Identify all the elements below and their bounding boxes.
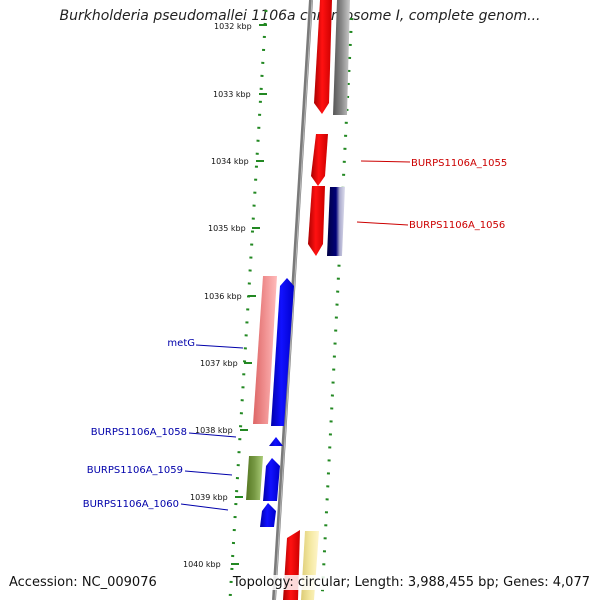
tick-label: 1033 kbp xyxy=(213,90,251,99)
tick-1034: 1034 kbp xyxy=(211,157,264,166)
gene-feature-gray[interactable] xyxy=(333,0,350,115)
gene-label-1060[interactable]: BURPS1106A_1060 xyxy=(83,499,179,510)
gene-feature-blue-1059[interactable] xyxy=(263,458,280,501)
gene-label-metG[interactable]: metG xyxy=(167,338,195,349)
tick-1035: 1035 kbp xyxy=(208,224,260,233)
tick-1036: 1036 kbp xyxy=(204,292,256,301)
tick-label: 1039 kbp xyxy=(190,493,228,502)
gene-feature-blue-1060[interactable] xyxy=(260,503,276,527)
gene-label-1059[interactable]: BURPS1106A_1059 xyxy=(87,465,183,476)
tick-label: 1038 kbp xyxy=(195,426,233,435)
tick-label: 1035 kbp xyxy=(208,224,246,233)
gene-feature-pink[interactable] xyxy=(253,276,277,424)
tick-1038: 1038 kbp xyxy=(195,426,248,435)
accession-text: Accession: NC_009076 xyxy=(9,575,157,590)
scale: 1032 kbp 1033 kbp 1034 kbp 1035 kbp 1036… xyxy=(183,22,267,569)
gene-feature-navy[interactable] xyxy=(327,187,345,256)
label-leaders xyxy=(180,160,411,511)
tick-label: 1037 kbp xyxy=(200,359,238,368)
tick-1032: 1032 kbp xyxy=(214,22,267,31)
gene-labels: BURPS1106A_1055 BURPS1106A_1056 metG BUR… xyxy=(83,158,508,510)
tick-1040: 1040 kbp xyxy=(183,560,239,569)
reverse-features xyxy=(246,276,294,527)
tick-label: 1032 kbp xyxy=(214,22,252,31)
ring-dots xyxy=(228,9,354,600)
tick-1039: 1039 kbp xyxy=(190,493,243,502)
gene-feature-red[interactable] xyxy=(311,134,328,186)
gene-feature-blue-1058[interactable] xyxy=(269,437,283,446)
tick-label: 1034 kbp xyxy=(211,157,249,166)
gene-feature-red[interactable] xyxy=(308,186,325,256)
topology-text: Topology: circular; Length: 3,988,455 bp… xyxy=(232,575,590,590)
tick-1033: 1033 kbp xyxy=(213,90,267,99)
tick-label: 1040 kbp xyxy=(183,560,221,569)
gene-label-1056[interactable]: BURPS1106A_1056 xyxy=(409,220,505,231)
genome-backbone-highlight xyxy=(274,0,313,600)
gene-label-1055[interactable]: BURPS1106A_1055 xyxy=(411,158,507,169)
gene-label-1058[interactable]: BURPS1106A_1058 xyxy=(91,427,187,438)
forward-features xyxy=(283,0,350,600)
tick-1037: 1037 kbp xyxy=(200,359,252,368)
gene-feature-blue-metG[interactable] xyxy=(271,278,294,426)
outer-right-ring xyxy=(320,9,354,600)
gene-feature-olive[interactable] xyxy=(246,456,263,500)
tick-label: 1036 kbp xyxy=(204,292,242,301)
map-title: Burkholderia pseudomallei 1106a chromoso… xyxy=(59,8,541,24)
gene-feature-red[interactable] xyxy=(314,0,332,114)
